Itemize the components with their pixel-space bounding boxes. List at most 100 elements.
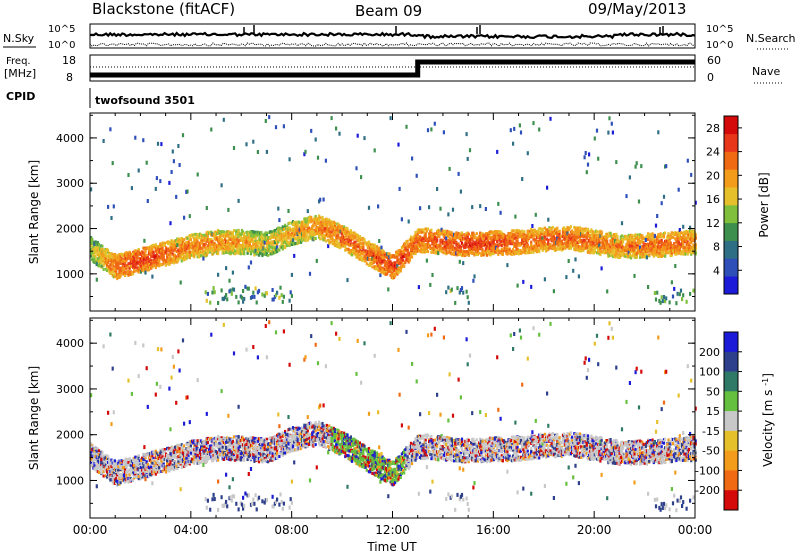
power-cell: [360, 242, 362, 245]
power-cell: [250, 261, 252, 265]
power-cell: [380, 271, 382, 274]
power-cell: [512, 229, 514, 232]
power-cell: [578, 274, 580, 278]
power-cell: [475, 248, 477, 251]
power-cell: [497, 202, 499, 206]
power-cell: [151, 275, 153, 279]
power-cell: [409, 259, 411, 262]
power-cell: [402, 259, 404, 262]
power-cell: [586, 170, 588, 174]
power-cell: [176, 243, 178, 247]
power-cell: [360, 246, 362, 249]
power-cell: [496, 150, 498, 154]
power-cell: [462, 291, 464, 295]
power-cell: [564, 247, 566, 250]
power-cell: [562, 242, 564, 245]
power-cell: [310, 129, 312, 133]
power-cell: [596, 230, 598, 233]
power-cell: [480, 245, 482, 248]
power-cell: [390, 116, 392, 120]
power-cell: [351, 244, 353, 247]
power-cell: [233, 229, 235, 232]
power-cell: [173, 159, 175, 163]
power-cell: [530, 251, 532, 254]
power-cell: [510, 128, 512, 132]
power-cell: [267, 239, 269, 242]
power-cell: [191, 241, 193, 244]
power-cell: [256, 301, 258, 305]
power-cell: [407, 240, 409, 243]
noise-tick-left-bottom: 10^0: [48, 40, 75, 51]
power-cell: [473, 236, 475, 239]
power-cell: [158, 260, 160, 263]
power-cell: [155, 266, 157, 269]
power-cell: [319, 237, 321, 240]
power-cell: [190, 245, 192, 248]
power-cell: [615, 160, 617, 164]
power-cell: [363, 136, 365, 140]
power-cell: [241, 296, 243, 300]
power-cell: [552, 226, 554, 229]
power-cell: [538, 250, 540, 253]
power-cell: [315, 237, 317, 240]
power-cell: [223, 118, 225, 122]
power-cell: [620, 250, 622, 253]
power-cell: [252, 291, 254, 295]
power-cell: [338, 132, 340, 136]
power-cell: [431, 273, 433, 277]
power-cell: [428, 205, 430, 209]
power-cell: [418, 285, 420, 289]
power-cell: [424, 251, 426, 254]
power-cell: [422, 229, 424, 232]
power-cell: [175, 195, 177, 199]
power-cell: [496, 240, 498, 243]
power-cell: [366, 262, 368, 265]
power-cell: [317, 156, 319, 160]
power-cell: [538, 128, 540, 132]
power-cell: [450, 249, 452, 252]
power-cell: [601, 250, 603, 253]
power-cell: [177, 258, 179, 261]
power-cell: [346, 227, 348, 230]
power-cell: [186, 190, 188, 194]
power-cell: [234, 239, 236, 242]
power-cell: [452, 208, 454, 212]
power-cell: [117, 262, 119, 265]
power-cell: [134, 136, 136, 140]
power-cell: [266, 291, 268, 295]
power-cell: [438, 233, 440, 236]
power-cell: [546, 186, 548, 190]
power-cell: [169, 254, 171, 257]
power-cell: [112, 161, 114, 165]
power-cell: [114, 253, 116, 256]
power-cell: [109, 255, 111, 258]
power-cell: [572, 269, 574, 273]
power-cell: [571, 230, 573, 233]
beam-title: Beam 09: [355, 2, 422, 20]
power-cell: [126, 257, 128, 260]
power-cell: [96, 278, 98, 282]
power-cell: [142, 138, 144, 142]
power-cell: [112, 270, 114, 273]
power-cell: [266, 150, 268, 154]
power-cell: [147, 256, 149, 259]
power-cell: [444, 230, 446, 233]
power-cell: [279, 286, 281, 290]
power-cell: [109, 127, 111, 131]
power-cell: [165, 264, 167, 267]
power-cell: [430, 229, 432, 232]
power-cell: [378, 256, 380, 259]
power-cell: [238, 230, 240, 233]
power-cell: [520, 131, 522, 135]
power-cell: [352, 236, 354, 239]
nsearch-label: N.Search: [746, 32, 796, 45]
nsky-trace: [90, 33, 695, 38]
nsky-label: N.Sky: [3, 32, 35, 45]
power-cell: [607, 235, 609, 238]
power-cell: [168, 181, 170, 185]
power-cell: [252, 243, 254, 246]
power-cell: [517, 284, 519, 288]
power-cell: [476, 232, 478, 235]
power-cell: [447, 286, 449, 290]
power-cell: [307, 209, 309, 213]
